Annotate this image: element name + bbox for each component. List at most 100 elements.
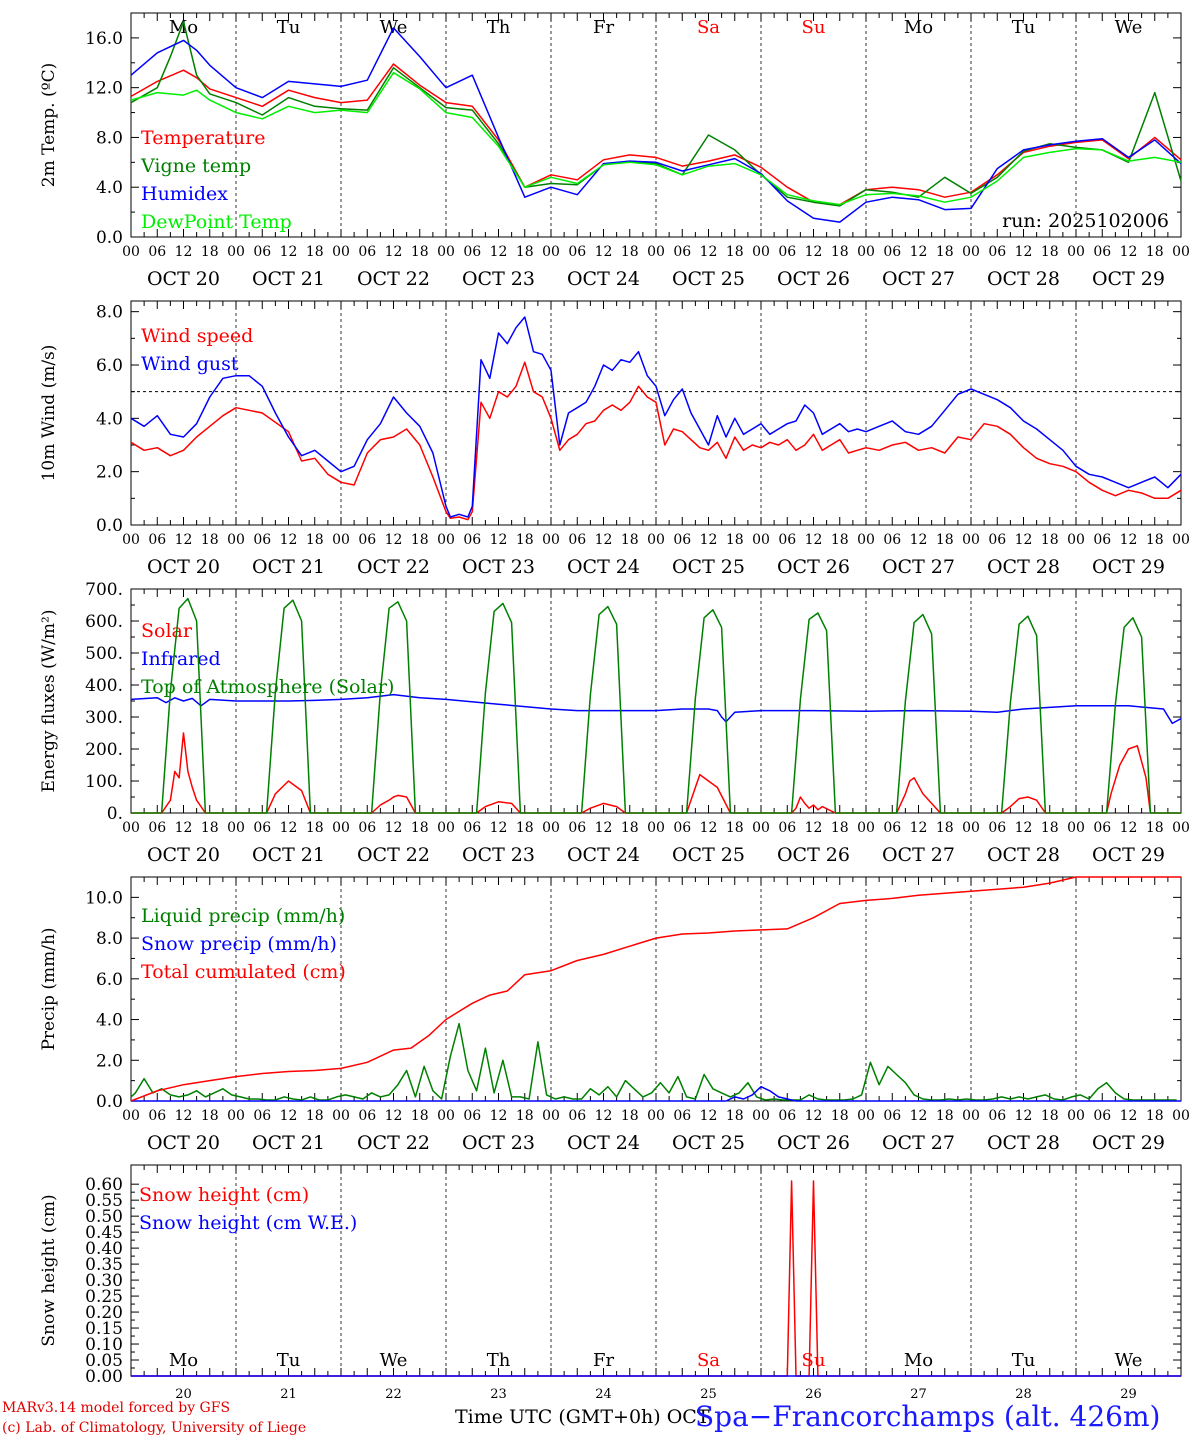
weekday-label: Th (487, 1350, 511, 1371)
legend-label: Liquid precip (mm/h) (141, 905, 345, 927)
hour-tick-label: 12 (700, 532, 718, 548)
hour-tick-label: 00 (857, 532, 875, 548)
date-label: OCT 26 (777, 844, 850, 866)
hour-tick-label: 06 (883, 244, 901, 260)
hour-tick-label: 06 (778, 244, 796, 260)
hour-tick-label: 06 (673, 244, 691, 260)
hour-tick-label: 00 (227, 820, 245, 836)
series-line-wind-0 (130, 361, 1182, 521)
hour-tick-label: 18 (306, 820, 324, 836)
hour-tick-label: 12 (910, 244, 928, 260)
hour-tick-label: 06 (358, 244, 376, 260)
hour-tick-label: 12 (1120, 244, 1138, 260)
hour-tick-label: 18 (1041, 532, 1059, 548)
y-tick-label: 8.0 (96, 303, 123, 323)
hour-tick-label: 06 (883, 1108, 901, 1124)
hour-tick-label: 06 (778, 820, 796, 836)
weekday-label: Tu (277, 1350, 301, 1371)
series-line-temp-0 (130, 63, 1182, 206)
hour-tick-label: 18 (411, 244, 429, 260)
legend-label: Total cumulated (cm) (141, 961, 346, 983)
hour-tick-label: 18 (411, 532, 429, 548)
hour-tick-label: 18 (306, 532, 324, 548)
y-tick-label: 400. (85, 676, 123, 696)
hour-tick-label: 12 (280, 820, 298, 836)
y-tick-label: 0.30 (85, 1271, 123, 1291)
hour-tick-label: 00 (647, 1108, 665, 1124)
day-number-label: 24 (595, 1387, 612, 1402)
hour-tick-label: 18 (621, 1108, 639, 1124)
y-tick-label: 0.50 (85, 1207, 123, 1227)
hour-tick-label: 12 (385, 532, 403, 548)
hour-tick-label: 18 (621, 532, 639, 548)
y-tick-label: 6.0 (96, 970, 123, 990)
hour-tick-label: 06 (253, 532, 271, 548)
y-tick-label: 0. (107, 804, 123, 824)
weekday-label: Sa (697, 17, 720, 38)
hour-tick-label: 00 (962, 820, 980, 836)
hour-tick-label: 12 (385, 244, 403, 260)
hour-tick-label: 00 (857, 1108, 875, 1124)
hour-tick-label: 06 (988, 532, 1006, 548)
y-tick-label: 0.05 (85, 1351, 123, 1371)
hour-tick-label: 12 (175, 1108, 193, 1124)
hour-tick-label: 18 (1041, 820, 1059, 836)
date-label: OCT 28 (987, 268, 1060, 290)
hour-tick-label: 06 (358, 532, 376, 548)
hour-tick-label: 06 (148, 1108, 166, 1124)
hour-tick-label: 12 (910, 532, 928, 548)
y-axis-label: Precip (mm/h) (39, 927, 59, 1050)
date-label: OCT 27 (882, 1132, 955, 1154)
hour-tick-label: 12 (805, 532, 823, 548)
hour-tick-label: 12 (385, 820, 403, 836)
y-tick-label: 4.0 (96, 178, 123, 198)
hour-tick-label: 00 (542, 1108, 560, 1124)
date-label: OCT 28 (987, 1132, 1060, 1154)
date-label: OCT 26 (777, 556, 850, 578)
y-tick-label: 0.55 (85, 1191, 123, 1211)
hour-tick-label: 06 (778, 532, 796, 548)
y-tick-label: 0.10 (85, 1335, 123, 1355)
hour-tick-label: 18 (201, 244, 219, 260)
series-line-energy-2 (131, 597, 1181, 814)
hour-tick-label: 12 (175, 244, 193, 260)
hour-tick-label: 12 (595, 1108, 613, 1124)
y-tick-label: 4.0 (96, 1011, 123, 1031)
date-label: OCT 26 (777, 268, 850, 290)
hour-tick-label: 00 (122, 820, 140, 836)
hour-tick-label: 18 (201, 1108, 219, 1124)
hour-tick-label: 00 (962, 532, 980, 548)
hour-tick-label: 12 (595, 244, 613, 260)
weekday-label: Mo (904, 1350, 933, 1371)
y-tick-label: 600. (85, 612, 123, 632)
hour-tick-label: 12 (490, 532, 508, 548)
hour-tick-label: 18 (831, 532, 849, 548)
y-tick-label: 4.0 (96, 409, 123, 429)
hour-tick-label: 06 (463, 1108, 481, 1124)
y-tick-label: 16.0 (85, 29, 123, 49)
date-label: OCT 21 (252, 268, 325, 290)
hour-tick-label: 12 (280, 244, 298, 260)
panel-frame (130, 300, 1182, 526)
legend-label: Snow precip (mm/h) (141, 933, 337, 955)
date-label: OCT 23 (462, 844, 535, 866)
legend-label: Infrared (141, 648, 221, 670)
hour-tick-label: 12 (1015, 532, 1033, 548)
series-line-energy-0 (131, 732, 1181, 814)
date-label: OCT 24 (567, 844, 640, 866)
y-tick-label: 0.40 (85, 1239, 123, 1259)
day-number-label: 29 (1120, 1387, 1137, 1402)
weekday-label: Tu (1012, 1350, 1036, 1371)
weekday-label: We (1115, 1350, 1143, 1371)
hour-tick-label: 06 (883, 820, 901, 836)
hour-tick-label: 18 (516, 244, 534, 260)
hour-tick-label: 00 (962, 244, 980, 260)
series-line-temp-3 (130, 71, 1182, 206)
series-line-wind-1 (130, 316, 1182, 518)
hour-tick-label: 12 (490, 820, 508, 836)
y-tick-label: 100. (85, 772, 123, 792)
weekday-label: Fr (593, 1350, 614, 1371)
hour-tick-label: 06 (673, 532, 691, 548)
hour-tick-label: 12 (910, 1108, 928, 1124)
day-number-label: 20 (175, 1387, 192, 1402)
